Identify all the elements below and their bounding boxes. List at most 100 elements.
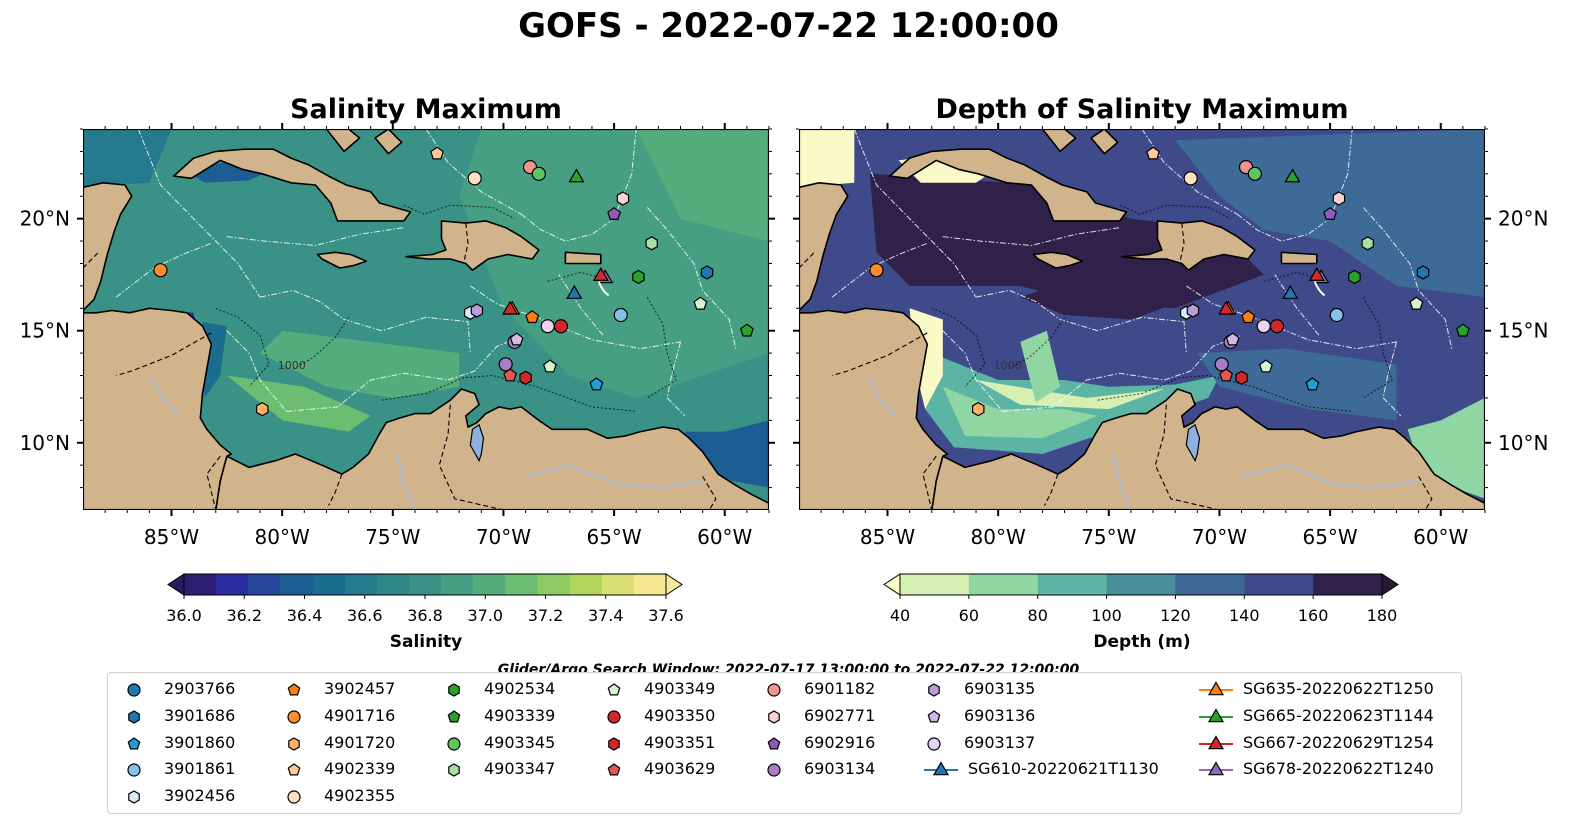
marker-3901860 <box>1305 377 1320 391</box>
marker-4903339 <box>739 323 754 337</box>
eez-line-4 <box>1002 334 1242 412</box>
marker-4903351 <box>502 300 519 315</box>
isobath-1000m-2 <box>646 296 677 399</box>
colorbar-tick-label: 36.8 <box>407 606 443 625</box>
eez-line-7 <box>425 129 522 215</box>
marker-4901720 <box>972 401 985 417</box>
legend-marker-6903137 <box>927 737 941 751</box>
marker-4903345 <box>531 166 546 181</box>
colorbar-under-arrow <box>883 573 901 596</box>
marker-4903351 <box>1218 300 1235 315</box>
colorbar-tick-label: 36.4 <box>286 606 323 625</box>
depth-central-band <box>1020 330 1061 403</box>
marker-4903349b <box>1258 359 1273 373</box>
marker-3901686 <box>700 265 714 280</box>
eez-line-10 <box>115 242 212 298</box>
eez-lines: 1000 <box>831 129 1453 417</box>
legend-marker-4901716 <box>287 710 301 724</box>
legend-label: 3901860 <box>164 733 236 752</box>
marker-4902355 <box>467 171 482 186</box>
lon-label: 85°W <box>860 525 915 549</box>
legend-swatch <box>608 737 620 751</box>
isobath-1000m-3 <box>403 204 515 220</box>
figure-title: GOFS - 2022-07-22 12:00:00 <box>518 6 1059 46</box>
eez-line-8 <box>1362 207 1453 349</box>
legend-label: SG665-20220623T1144 <box>1243 706 1434 725</box>
legend-swatch <box>448 763 460 777</box>
marker-4903350 <box>1269 319 1285 334</box>
lake-maracaibo <box>1185 423 1201 463</box>
legend-marker-SG610-20220621T1130 <box>932 761 950 776</box>
border-0 <box>832 332 928 377</box>
isobath-1000m-1 <box>292 317 349 370</box>
colorbar-tick-label: 140 <box>1229 606 1260 625</box>
legend-swatch <box>448 683 460 697</box>
lon-label: 80°W <box>971 525 1026 549</box>
colorbar-segment <box>473 574 506 595</box>
lat-label-right: 20°N <box>1498 207 1548 231</box>
lon-label: 80°W <box>255 525 310 549</box>
panel-title-salinity: Salinity Maximum <box>290 94 562 125</box>
legend-label: 6902916 <box>804 733 876 752</box>
depth-colorbar-label: Depth (m) <box>1093 632 1191 652</box>
lon-label: 75°W <box>1081 525 1136 549</box>
salinity-gulf-zone <box>83 129 172 188</box>
legend-swatch <box>128 790 140 804</box>
lon-label: 85°W <box>144 525 199 549</box>
lon-label: 65°W <box>1302 525 1357 549</box>
colorbar-segment <box>280 574 314 595</box>
legend-marker-6903135 <box>928 683 940 697</box>
legend-marker-6902916 <box>767 737 781 750</box>
border-4 <box>702 476 717 510</box>
legend-label: 3901861 <box>164 759 236 778</box>
depth-sw-band <box>942 386 1098 439</box>
river-2 <box>866 377 895 417</box>
marker-SG665-20220623T1144 <box>568 168 585 183</box>
depth-gulf-zone <box>799 129 855 188</box>
legend-label: 4903351 <box>644 733 716 752</box>
marker-4903349b <box>542 359 557 373</box>
lon-label: 65°W <box>586 525 641 549</box>
river-1 <box>396 453 416 510</box>
marker-4903351h <box>1235 370 1248 385</box>
colorbar-segment <box>633 574 667 595</box>
legend-marker-2903766 <box>127 683 141 697</box>
marker-4901720 <box>256 401 269 417</box>
marker-6903136 <box>509 332 524 346</box>
land-bahamas-2 <box>1090 129 1119 155</box>
border-6 <box>463 223 469 264</box>
land-yucatan <box>799 181 849 312</box>
colorbar-segment <box>569 574 603 595</box>
colorbar-segment <box>248 574 281 595</box>
legend-marker-4903349 <box>607 683 621 696</box>
land-cuba <box>172 148 412 222</box>
panel-1-axes: 85°W 80°W 75°W 70°W 65°W 60°W <box>793 123 1491 549</box>
colorbar-segment <box>1313 574 1383 595</box>
marker-4902339 <box>1146 146 1160 160</box>
legend-label: 4903349 <box>644 679 716 698</box>
eez-line-9 <box>666 341 686 417</box>
legend-label: 6901182 <box>804 679 876 698</box>
legend-label: SG667-20220629T1254 <box>1243 733 1434 752</box>
legend-marker-6902771 <box>768 710 780 724</box>
border-0 <box>116 332 212 377</box>
eez-line-2 <box>975 289 1187 354</box>
marker-4902355 <box>1183 171 1198 186</box>
marker-4903349 <box>693 296 708 310</box>
legend-marker-SG635-20220622T1250 <box>1207 681 1225 696</box>
legend-label: 4903345 <box>484 733 556 752</box>
salinity-map: 1000 <box>83 129 769 510</box>
legend-marker-4903347 <box>448 763 460 777</box>
colorbar-segment <box>505 574 538 595</box>
marker-6903135 <box>1186 303 1200 318</box>
legend-marker-6903136 <box>927 710 941 723</box>
land-central-america <box>799 307 949 510</box>
legend-swatch <box>1199 735 1233 750</box>
legend-label: SG610-20220621T1130 <box>968 759 1159 778</box>
legend-swatch <box>767 683 781 697</box>
land-layer <box>799 129 1485 510</box>
legend-label: 4903629 <box>644 759 716 778</box>
border-2 <box>1044 473 1059 506</box>
marker-4903350 <box>553 319 569 334</box>
marker-4903345 <box>1247 166 1262 181</box>
